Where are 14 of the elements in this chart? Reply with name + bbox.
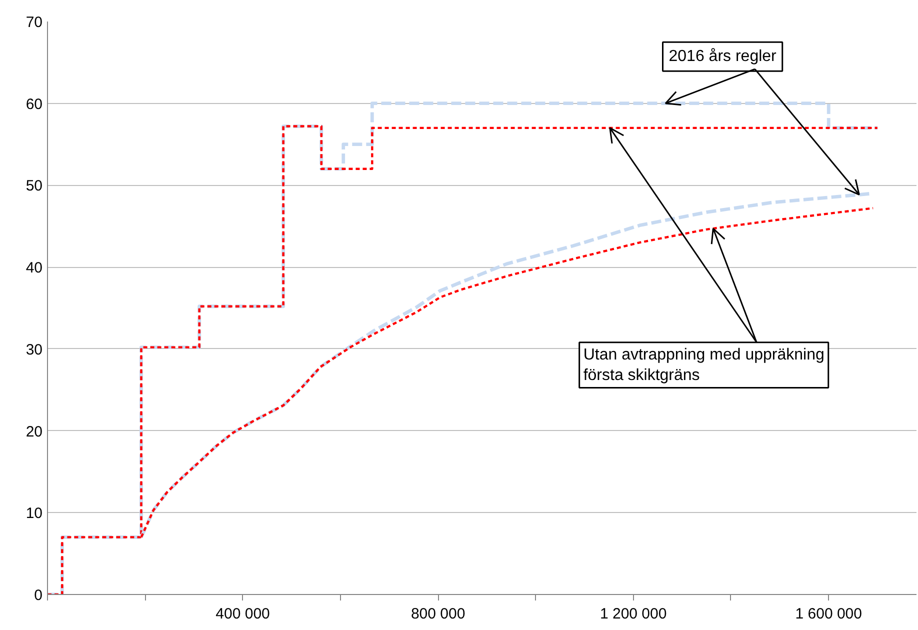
annotation: Utan avtrappning med uppräkning första skiktgräns bbox=[583, 346, 824, 384]
y-tick-label: 50 bbox=[26, 178, 43, 195]
x-tick-label: 1 200 000 bbox=[600, 606, 667, 622]
y-tick-label: 0 bbox=[34, 587, 42, 604]
y-tick-label: 20 bbox=[26, 423, 43, 440]
x-tick-label: 800 000 bbox=[410, 606, 466, 622]
x-tick-label: 400 000 bbox=[216, 606, 270, 622]
y-tick-label: 40 bbox=[26, 260, 43, 277]
x-tick-label: 1 600 000 bbox=[795, 606, 862, 622]
y-tick-label: 30 bbox=[26, 341, 43, 358]
y-tick-label: 60 bbox=[26, 96, 43, 113]
y-tick-label: 70 bbox=[26, 14, 43, 31]
y-tick-label: 10 bbox=[26, 505, 43, 522]
annotation: 2016 års regler bbox=[668, 48, 778, 66]
